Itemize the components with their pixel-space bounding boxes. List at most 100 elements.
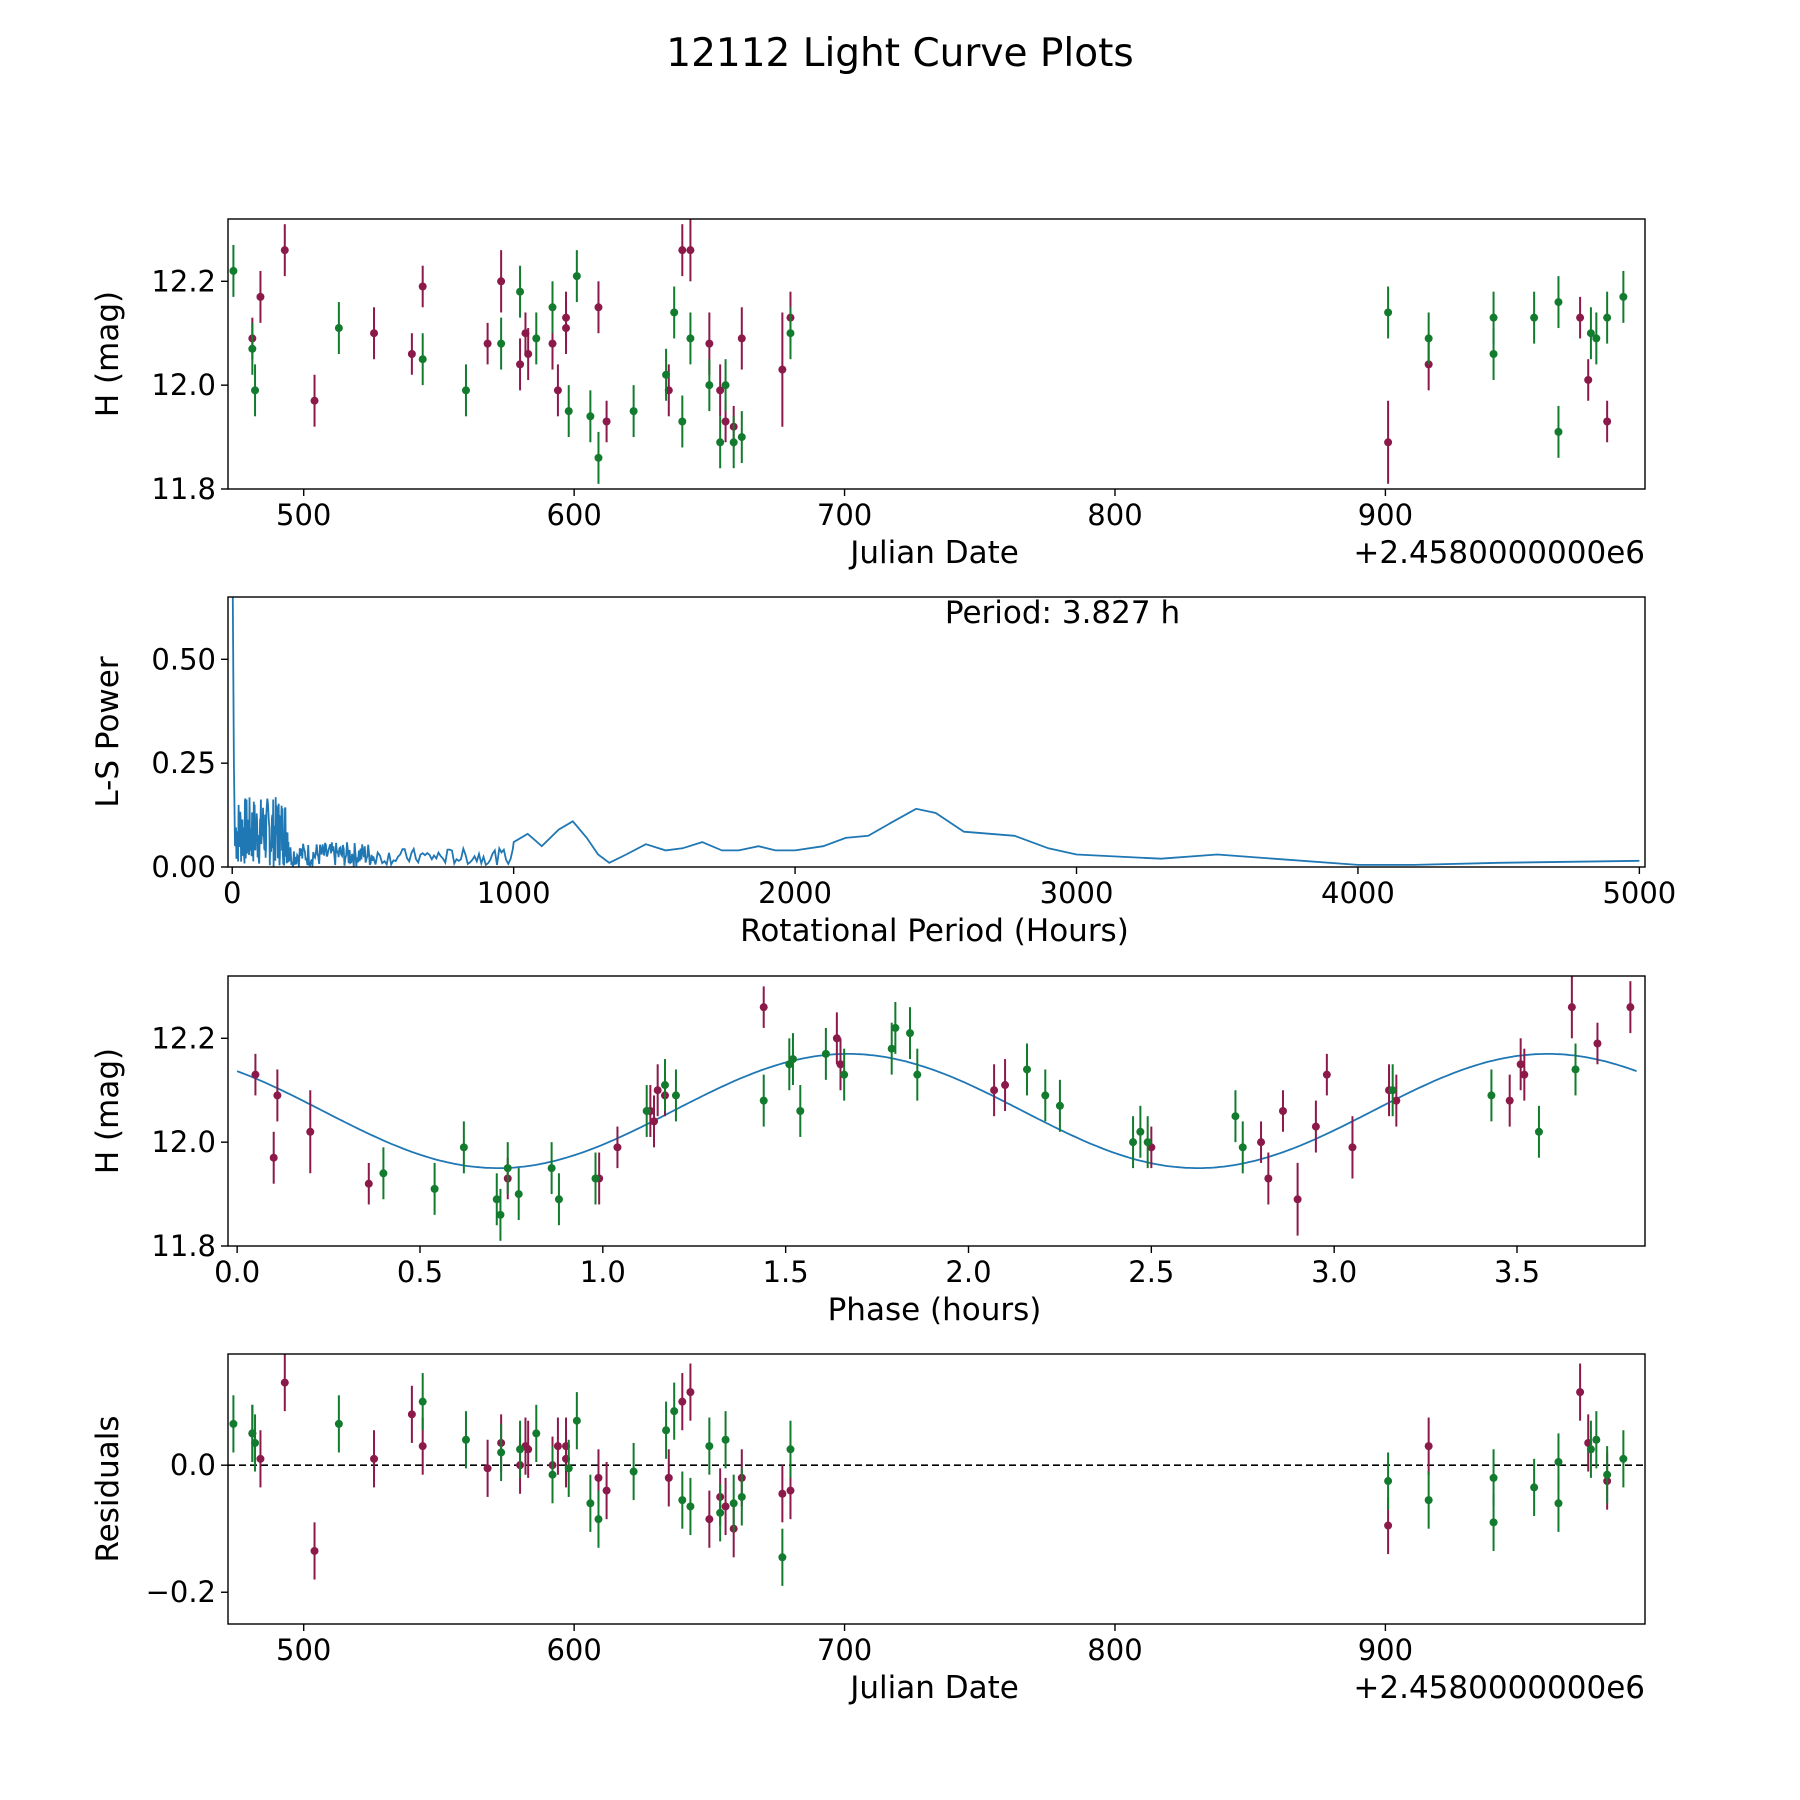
data-point	[1584, 375, 1593, 384]
x-tick-label: 500	[276, 1633, 331, 1667]
data-point	[483, 1464, 492, 1473]
data-point	[670, 1407, 679, 1416]
x-tick-label: 0.5	[397, 1255, 443, 1289]
data-point	[334, 324, 343, 333]
x-tick-label: 600	[546, 498, 601, 532]
data-point	[418, 1442, 427, 1451]
x-tick-label: 5000	[1602, 876, 1676, 910]
x-axis-label: Rotational Period (Hours)	[740, 913, 1129, 949]
data-point	[591, 1174, 600, 1183]
data-point	[1489, 1518, 1498, 1527]
data-point	[1041, 1091, 1050, 1100]
data-point	[1603, 1470, 1612, 1479]
data-point	[497, 1448, 506, 1457]
data-point	[737, 334, 746, 343]
data-point	[251, 1070, 260, 1079]
data-point	[594, 453, 603, 462]
data-point	[310, 1546, 319, 1555]
data-point	[796, 1107, 805, 1115]
data-point	[650, 1117, 659, 1126]
data-point	[418, 355, 427, 364]
x-axis-label: Julian Date	[848, 535, 1019, 571]
data-point	[786, 1486, 795, 1495]
data-point	[1384, 1477, 1393, 1486]
data-point	[516, 360, 525, 369]
data-point	[594, 1515, 603, 1524]
data-point	[1136, 1127, 1145, 1136]
data-point	[1619, 292, 1628, 301]
x-offset-text: +2.4580000000e6	[1353, 535, 1645, 571]
data-point	[670, 308, 679, 317]
data-point	[564, 1464, 573, 1473]
data-point	[1424, 1442, 1433, 1451]
data-point	[664, 1473, 673, 1482]
data-point	[887, 1044, 896, 1053]
data-point	[248, 344, 257, 353]
data-point	[778, 1489, 787, 1498]
data-point	[503, 1164, 512, 1173]
data-point	[705, 1515, 714, 1524]
data-point	[553, 1442, 562, 1451]
data-point	[653, 1086, 662, 1095]
y-tick-label: 0.50	[151, 642, 216, 676]
data-point	[613, 1143, 622, 1152]
data-point	[1534, 1127, 1543, 1136]
axes-frame	[227, 975, 1646, 1247]
series-b	[229, 1373, 1628, 1586]
data-point	[483, 339, 492, 348]
data-point	[229, 1419, 238, 1428]
panel-periodogram: Period: 3.827 h 0 1000 2000 3000 4000 5000 0.00…	[90, 595, 1676, 949]
y-tick-label: 11.8	[151, 1229, 216, 1263]
data-point	[594, 303, 603, 312]
fit-curve	[236, 1053, 1637, 1169]
panel-lightcurve: 500 600 700 800 900 11.8 12.0 12.2 Julian Date H …	[90, 218, 1646, 571]
data-point	[516, 1445, 525, 1454]
data-point	[786, 329, 795, 338]
data-point	[1516, 1060, 1525, 1069]
data-point	[1055, 1101, 1064, 1110]
data-point	[1487, 1091, 1496, 1100]
data-point	[370, 1454, 379, 1463]
data-point	[572, 272, 581, 281]
data-point	[310, 396, 319, 405]
x-axis-label: Julian Date	[848, 1670, 1019, 1706]
plot-area-lightcurve	[229, 219, 1628, 484]
data-point	[602, 1486, 611, 1495]
data-point	[642, 1107, 651, 1115]
data-point	[407, 1410, 416, 1419]
y-axis-label: H (mag)	[90, 1048, 126, 1174]
data-point	[586, 412, 595, 421]
series-b	[379, 1001, 1580, 1241]
data-point	[1554, 1499, 1563, 1508]
data-point	[553, 386, 562, 395]
x-tick-label: 0	[223, 876, 241, 910]
data-point	[572, 1416, 581, 1425]
data-point	[891, 1023, 900, 1032]
data-point	[678, 1496, 687, 1505]
data-point	[1424, 334, 1433, 343]
x-tick-label: 700	[817, 498, 872, 532]
plot-area-residuals	[228, 1354, 1645, 1586]
data-point	[461, 1435, 470, 1444]
data-point	[602, 417, 611, 426]
data-point	[1322, 1070, 1331, 1079]
data-point	[686, 246, 695, 255]
figure-title: 12112 Light Curve Plots	[666, 31, 1133, 76]
data-point	[364, 1179, 373, 1188]
y-tick-label: 12.0	[151, 368, 216, 402]
data-point	[759, 1096, 768, 1105]
x-offset-text: +2.4580000000e6	[1353, 1670, 1645, 1706]
data-point	[532, 1429, 541, 1438]
x-tick-label: 3.0	[1311, 1255, 1357, 1289]
data-point	[418, 282, 427, 291]
data-point	[721, 381, 730, 390]
data-point	[832, 1034, 841, 1043]
data-point	[990, 1086, 999, 1095]
data-point	[1567, 1003, 1576, 1012]
data-point	[1238, 1143, 1247, 1152]
x-tick-label: 3.5	[1494, 1255, 1540, 1289]
x-tick-label: 1000	[477, 876, 551, 910]
data-point	[1593, 1039, 1602, 1048]
x-tick-label: 800	[1087, 1633, 1142, 1667]
data-point	[1278, 1107, 1287, 1115]
